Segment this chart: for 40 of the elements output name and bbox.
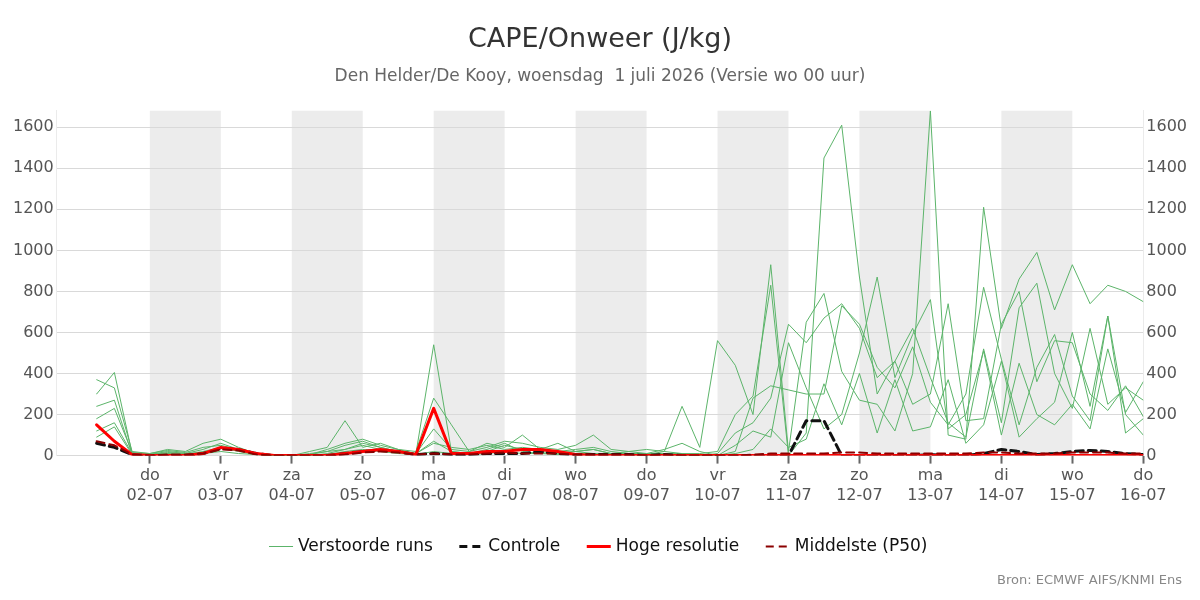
text: Bron: ECMWF AIFS/KNMI Ens: [997, 572, 1182, 587]
y-tick-label: 1400: [13, 157, 54, 177]
legend-label: Verstoorde runs: [298, 534, 433, 555]
x-tick-label: wo 08-07: [552, 465, 599, 504]
chart-title: CAPE/Onweer (J/kg): [467, 22, 733, 54]
y2-tick-label: 400: [1146, 362, 1177, 382]
x-tick-label: vr 10-07: [694, 465, 741, 504]
x-tick-label: vr 03-07: [197, 465, 245, 504]
x-tick-label: do 02-07: [126, 465, 174, 504]
x-tick-label: di 14-07: [978, 465, 1025, 504]
y2-tick-label: 1600: [1146, 116, 1187, 136]
x-tick-label: do 16-07: [1120, 465, 1167, 504]
y-tick-label: 800: [23, 280, 54, 300]
y-tick-label: 1200: [13, 198, 54, 218]
x-tick-label: za 04-07: [268, 465, 316, 504]
y-tick-label: 200: [23, 403, 54, 423]
legend-label: Middelste (P50): [794, 534, 928, 555]
x-tick-label: wo 15-07: [1049, 465, 1096, 504]
y2-tick-label: 200: [1146, 403, 1177, 423]
legend-label: Hoge resolutie: [615, 534, 740, 555]
y-tick-label: 0: [43, 444, 54, 464]
y2-tick-label: 0: [1146, 444, 1157, 464]
x-tick-label: ma 13-07: [907, 465, 954, 504]
x-tick-label: za 11-07: [765, 465, 812, 504]
legend-label: Controle: [488, 534, 561, 555]
y-tick-label: 600: [23, 321, 54, 341]
y2-tick-label: 1200: [1146, 198, 1187, 218]
y2-tick-label: 1000: [1146, 239, 1187, 259]
y2-tick-label: 600: [1146, 321, 1177, 341]
y-tick-label: 1600: [13, 116, 54, 136]
x-tick-label: ma 06-07: [410, 465, 457, 504]
y-tick-label: 400: [23, 362, 54, 382]
y2-tick-label: 800: [1146, 280, 1177, 300]
y2-tick-label: 1400: [1146, 157, 1187, 177]
chart-subtitle: Den Helder/De Kooy, woensdag 1 juli 2026 (Versie wo 00 uur): [334, 65, 866, 86]
x-tick-label: zo 12-07: [836, 465, 883, 504]
x-tick-label: di 07-07: [481, 465, 528, 504]
y-tick-label: 1000: [13, 239, 54, 259]
x-tick-label: zo 05-07: [339, 465, 386, 504]
x-tick-label: do 09-07: [623, 465, 670, 504]
